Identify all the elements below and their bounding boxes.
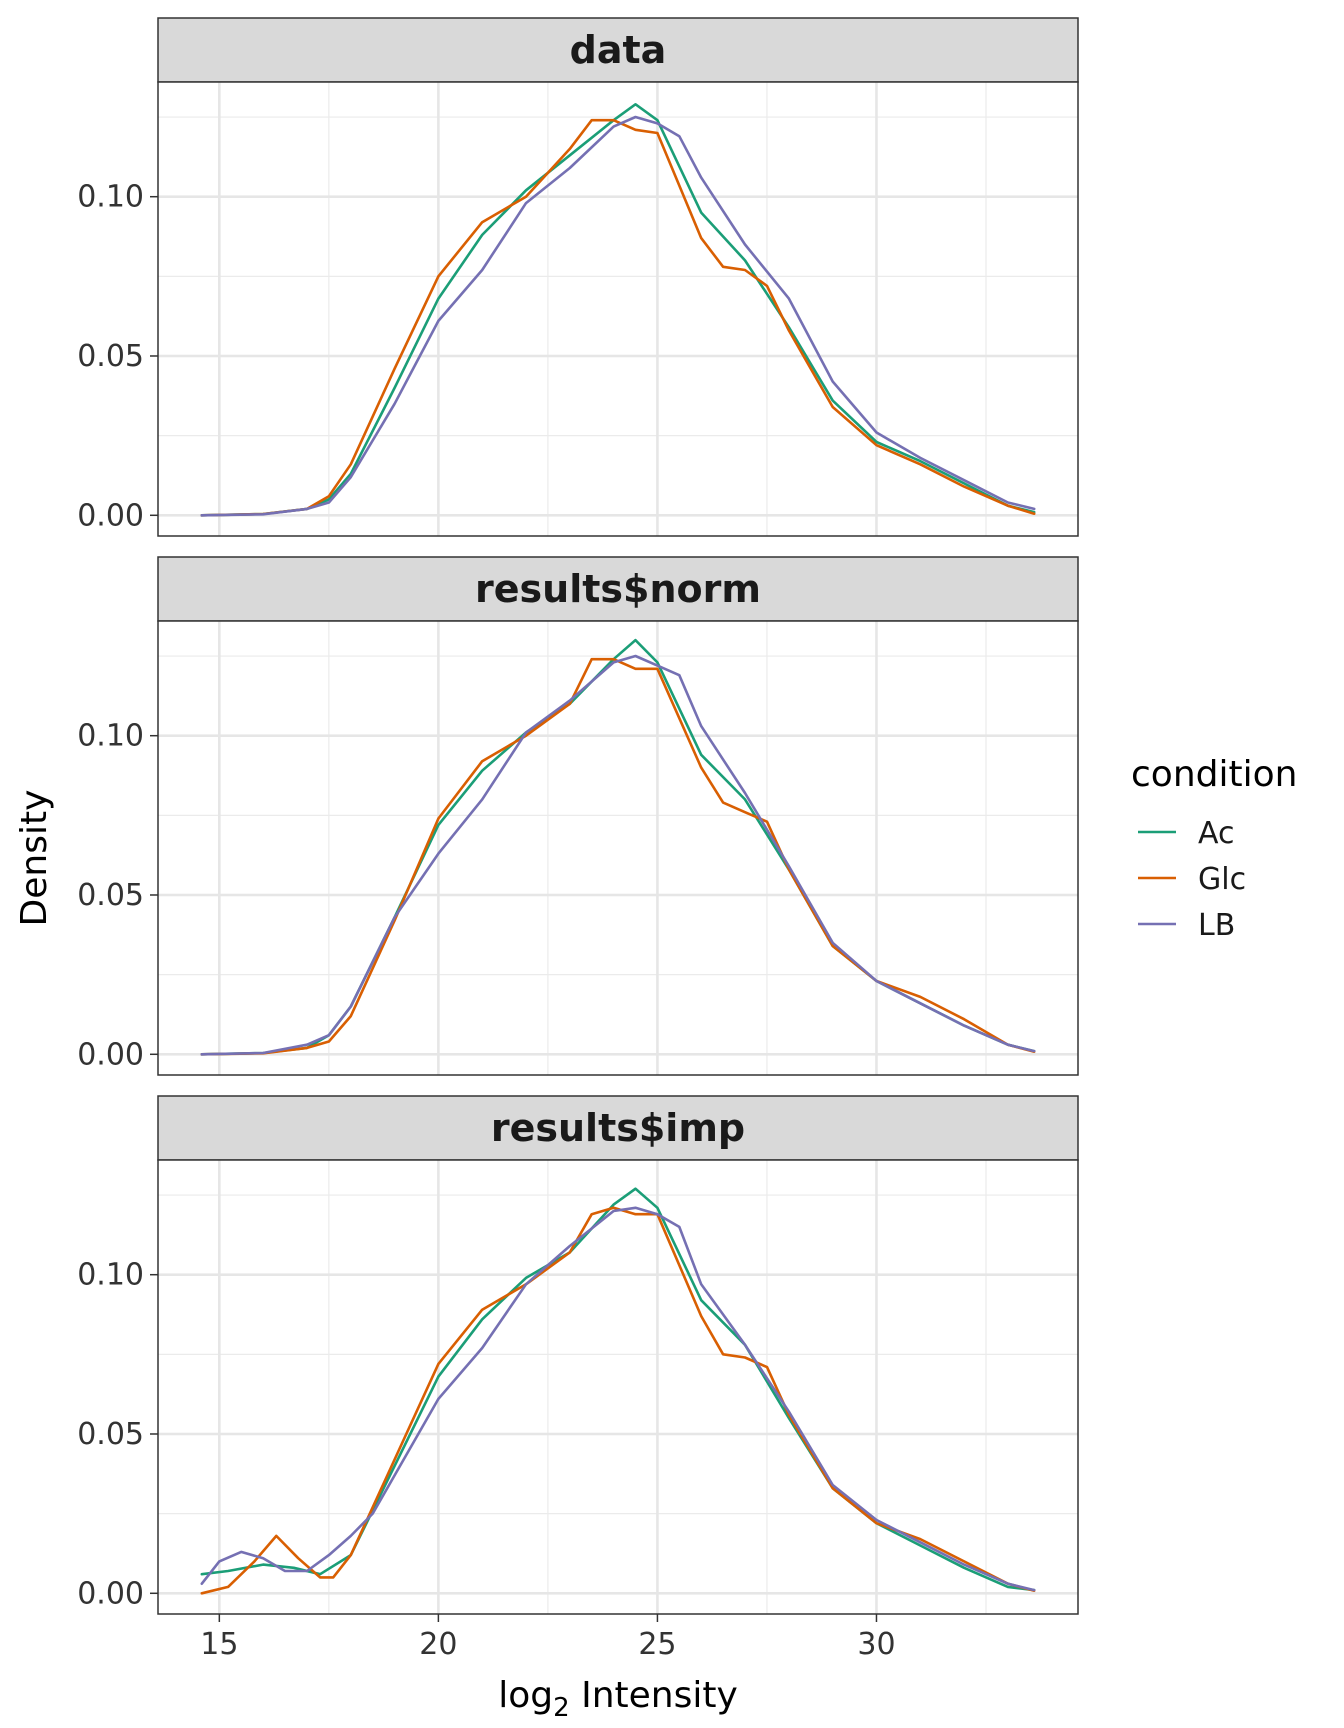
legend-title: condition xyxy=(1131,754,1297,795)
x-tick-label: 25 xyxy=(638,1627,676,1662)
x-tick-label: 15 xyxy=(200,1627,238,1662)
facet-panels: data 0.00 0.05 0.10 results$norm 0.00 0.05 0.10… xyxy=(77,17,1079,1615)
y-tick-label: 0.00 xyxy=(77,1576,144,1611)
x-axis: 15 20 25 30 xyxy=(200,1614,896,1662)
y-tick-label: 0.10 xyxy=(77,180,144,215)
y-tick-label: 0.05 xyxy=(77,339,144,374)
y-tick-label: 0.10 xyxy=(77,719,144,754)
legend: condition Ac Glc LB xyxy=(1131,754,1297,943)
y-tick-label: 0.05 xyxy=(77,1417,144,1452)
y-axis-title: Density xyxy=(14,790,55,927)
x-tick-label: 30 xyxy=(857,1627,895,1662)
y-tick-label: 0.10 xyxy=(77,1258,144,1293)
density-line-glc xyxy=(200,1206,1036,1595)
facet-strip-label: results$imp xyxy=(491,1106,745,1150)
y-tick-label: 0.00 xyxy=(77,1037,144,1072)
panel-border xyxy=(157,620,1079,1076)
panel-border xyxy=(157,1159,1079,1615)
x-axis-title: log2 Intensity xyxy=(498,1675,738,1723)
legend-item-glc: Glc xyxy=(1138,862,1246,897)
y-tick-label: 0.00 xyxy=(77,498,144,533)
y-tick-label: 0.05 xyxy=(77,878,144,913)
panel-border xyxy=(157,81,1079,537)
density-line-ac xyxy=(200,1187,1036,1592)
facet-strip xyxy=(157,556,1079,622)
facet-strip xyxy=(157,17,1079,83)
facet-panel: results$imp 0.00 0.05 0.10 xyxy=(77,1095,1079,1615)
legend-label: Glc xyxy=(1198,862,1246,897)
legend-item-ac: Ac xyxy=(1138,816,1235,851)
density-line-lb xyxy=(200,1206,1036,1592)
legend-label: Ac xyxy=(1198,816,1235,851)
x-tick-label: 20 xyxy=(419,1627,457,1662)
legend-label: LB xyxy=(1198,908,1235,943)
x-axis-title-subscript: 2 xyxy=(553,1693,570,1723)
facet-panel: data 0.00 0.05 0.10 xyxy=(77,17,1079,537)
facet-strip xyxy=(157,1095,1079,1161)
density-line-ac xyxy=(200,103,1036,517)
panel-background xyxy=(158,1160,1078,1614)
density-line-glc xyxy=(200,118,1036,517)
density-line-lb xyxy=(200,654,1036,1056)
legend-item-lb: LB xyxy=(1138,908,1235,943)
x-axis-title-rest: Intensity xyxy=(570,1675,738,1716)
legend-items: Ac Glc LB xyxy=(1138,816,1246,943)
facet-panel: results$norm 0.00 0.05 0.10 xyxy=(77,556,1079,1076)
facet-strip-label: data xyxy=(570,28,667,72)
facet-strip-label: results$norm xyxy=(475,567,761,611)
density-line-lb xyxy=(200,115,1036,517)
x-axis-title-base: log xyxy=(498,1675,553,1716)
